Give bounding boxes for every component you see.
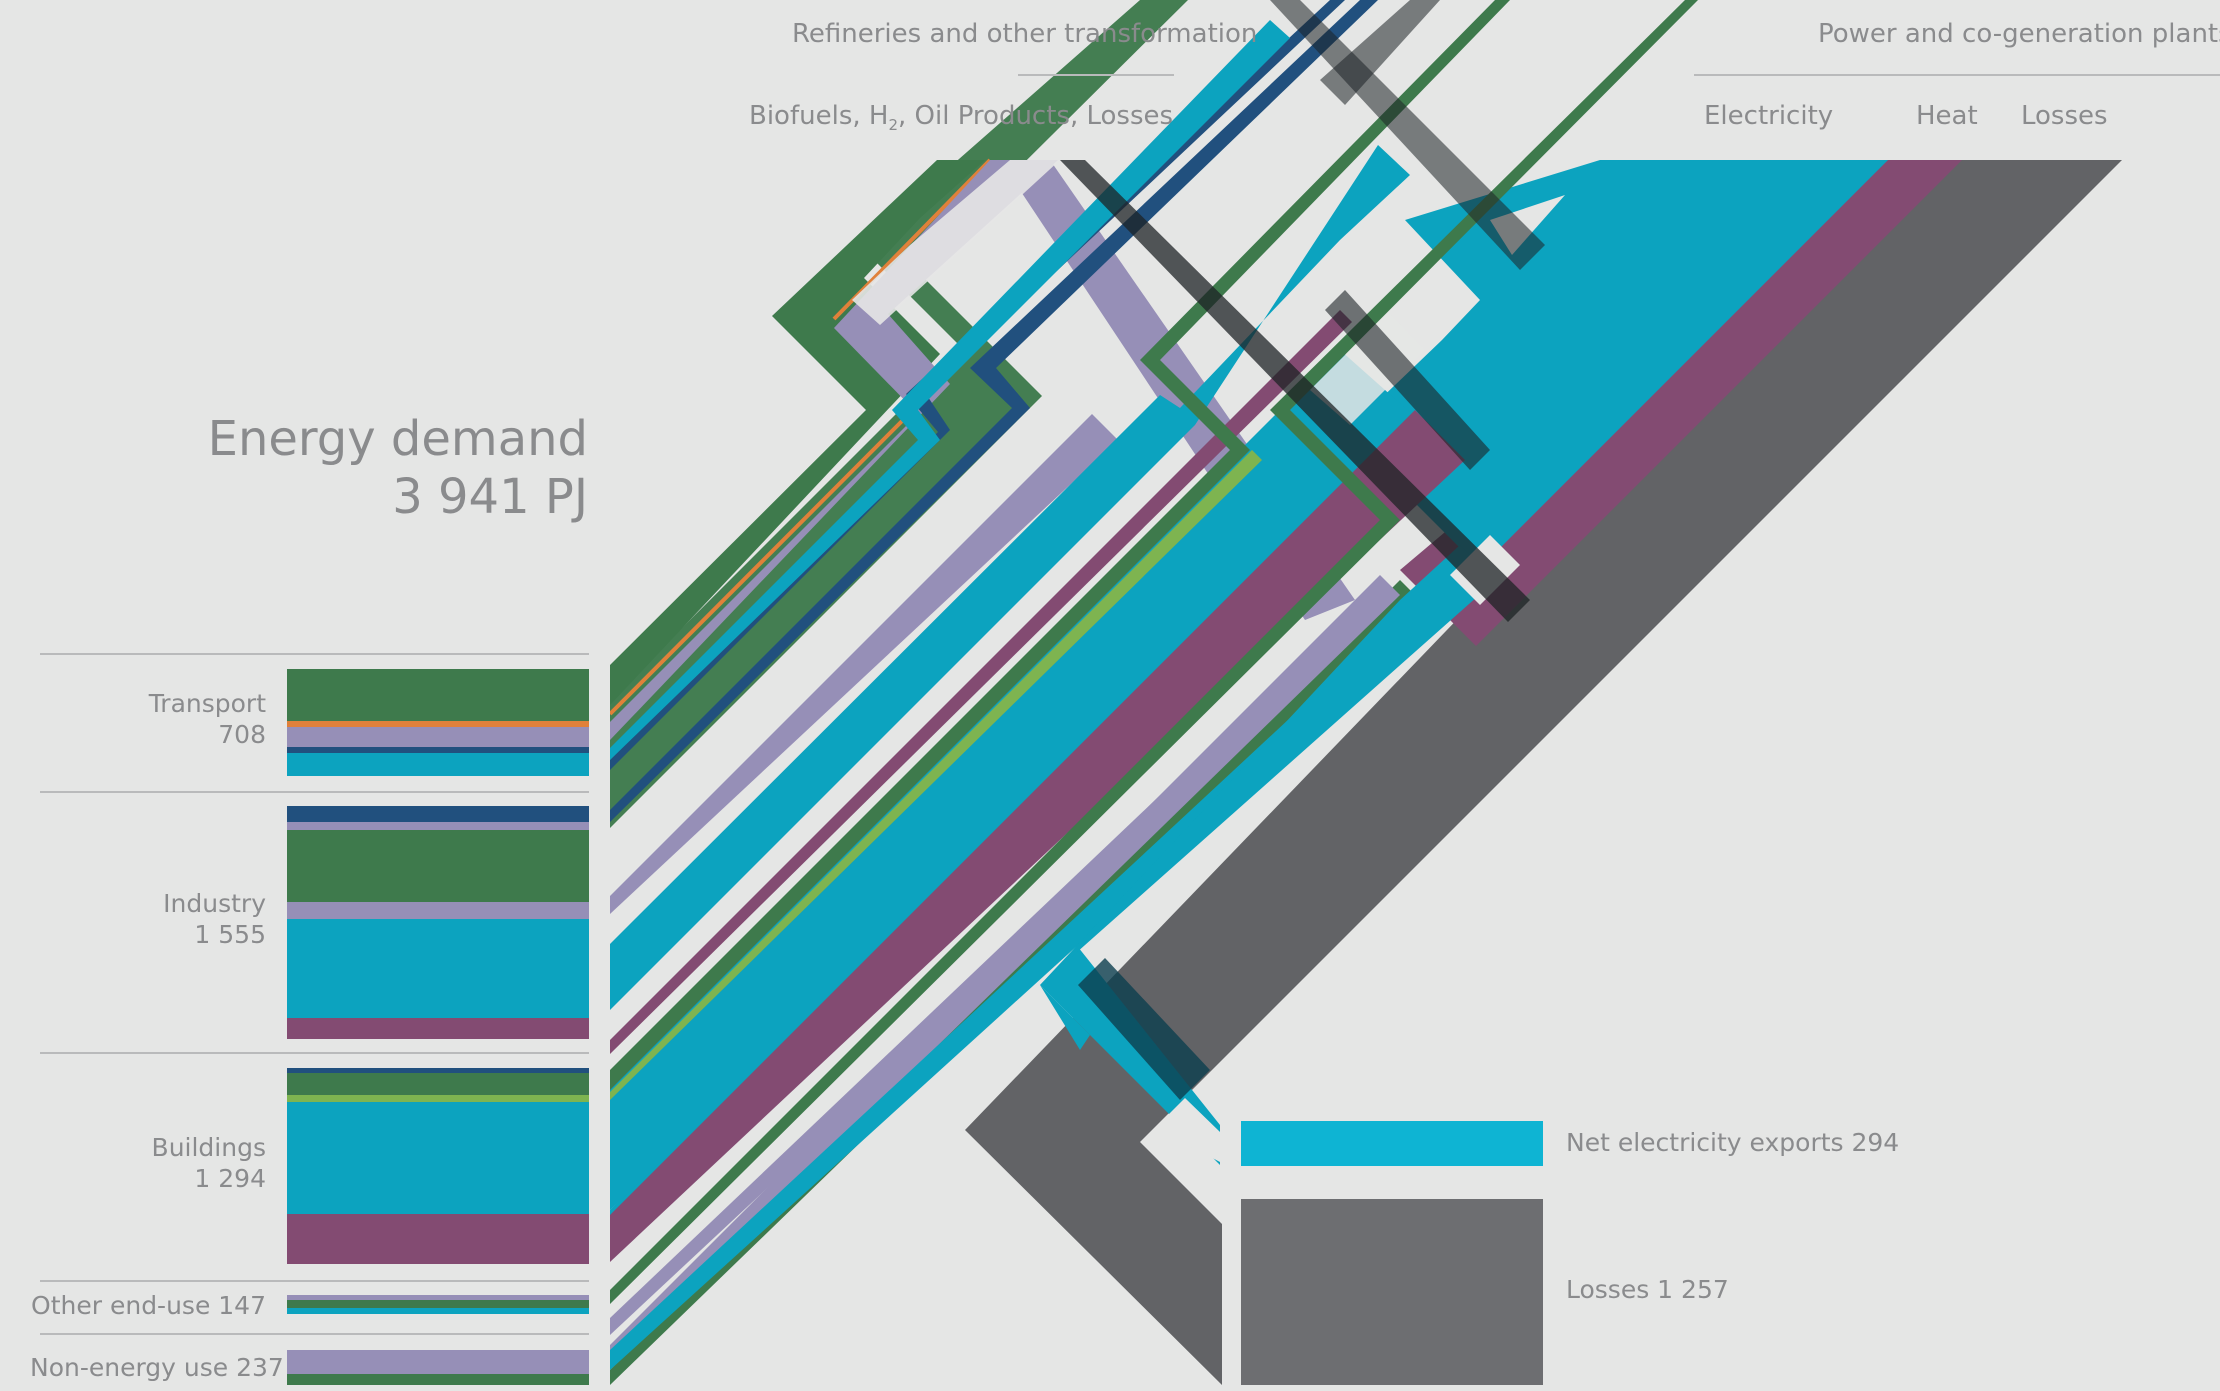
exports-box	[1241, 1121, 1543, 1166]
refineries-rule	[1018, 74, 1174, 76]
sector-rule-1	[40, 791, 589, 793]
flow-gas-industry	[610, 0, 1378, 822]
energy-demand-title: Energy demand	[207, 411, 588, 467]
sector-name: Industry	[163, 889, 266, 918]
flow-oil-industry	[610, 414, 1118, 914]
stack-transport	[287, 669, 589, 776]
losses-box	[1241, 1199, 1543, 1385]
flow-heat-band	[1400, 160, 1962, 646]
refineries-header: Refineries and other transformation	[792, 19, 1258, 49]
flow-dark-cross-2	[1270, 0, 1545, 270]
sector-other-end-use: Other end-use 147	[30, 1290, 266, 1321]
stack-separator	[590, 660, 610, 1391]
flow-dark-cross-4	[1320, 0, 1440, 105]
flow-orange-line	[608, 403, 920, 716]
losses-output-label: Losses 1 257	[1566, 1275, 1729, 1304]
losses-header: Losses	[2021, 101, 2108, 131]
h2-subscript: 2	[888, 116, 898, 135]
sector-transport: Transport 708	[30, 688, 266, 751]
power-header: Power and co-generation plants	[1818, 19, 2220, 49]
flow-green-buildings	[610, 0, 1510, 1090]
refineries-sub-part-a: Biofuels, H	[749, 101, 889, 131]
flow-dark-cross-exports	[1078, 958, 1210, 1100]
flow-electricity-main	[610, 350, 1430, 1210]
flow-electricity-industry	[610, 145, 1410, 1010]
sector-name: Non-energy use 237	[30, 1353, 284, 1382]
sector-rule-4	[40, 1333, 589, 1335]
flow-heat-buildings	[610, 410, 1465, 1262]
sector-value: 708	[218, 720, 266, 750]
stack-buildings	[287, 1068, 589, 1264]
sector-name: Transport	[148, 689, 266, 718]
sector-rule-top	[40, 653, 589, 655]
flow-electricity-lower	[1040, 545, 1496, 1050]
energy-demand-title-block: Energy demand 3 941 PJ	[208, 410, 588, 526]
flow-oil-products	[610, 160, 1058, 740]
stack-industry	[287, 806, 589, 1039]
flow-green-light-1	[610, 450, 1262, 1100]
gap-notch-1	[852, 160, 1060, 325]
flow-heat-industry	[610, 310, 1352, 1054]
power-rule	[1694, 74, 2220, 76]
sector-name: Buildings	[151, 1133, 266, 1162]
stack-other-end-use	[287, 1295, 589, 1314]
sector-industry: Industry 1 555	[30, 888, 266, 951]
gap-notch-5	[1155, 1098, 1220, 1162]
sector-value: 1 294	[194, 1164, 266, 1194]
heat-header: Heat	[1916, 101, 1978, 131]
sector-non-energy-use: Non-energy use 237	[30, 1352, 284, 1383]
gap-notch-2	[1310, 312, 1425, 425]
sector-rule-2	[40, 1052, 589, 1054]
net-electricity-exports-label: Net electricity exports 294	[1566, 1128, 1900, 1157]
refineries-sub-part-c: , Oil Products, Losses	[898, 101, 1174, 131]
flow-dark-cross-3	[1325, 290, 1490, 470]
energy-demand-total: 3 941 PJ	[392, 469, 588, 525]
sector-buildings: Buildings 1 294	[30, 1132, 266, 1195]
sector-value: 1 555	[194, 920, 266, 950]
flow-electricity-block	[1345, 160, 1888, 568]
sector-name: Other end-use 147	[31, 1291, 266, 1320]
flow-biofuel-transport	[610, 160, 985, 705]
sector-rule-3	[40, 1280, 589, 1282]
stack-non-energy-use	[287, 1350, 589, 1385]
electricity-header: Electricity	[1704, 101, 1834, 131]
flow-dark-cross-1	[1060, 160, 1530, 622]
refineries-subheader: Biofuels, H2, Oil Products, Losses	[749, 101, 1173, 134]
